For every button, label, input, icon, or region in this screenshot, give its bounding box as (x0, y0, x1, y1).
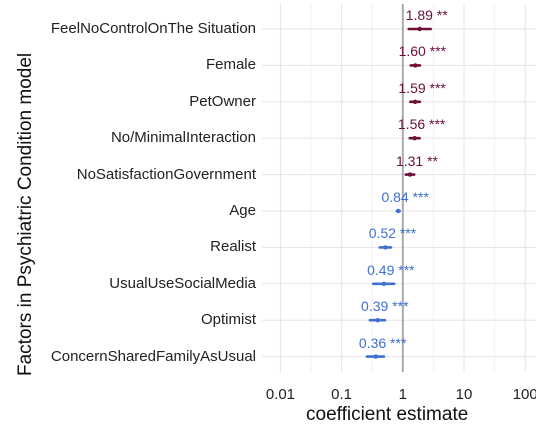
x-tick-label: 100 (512, 386, 536, 403)
estimate-point (417, 26, 422, 32)
x-axis-title: coefficient estimate (306, 404, 469, 425)
estimate-label: 0.39 *** (361, 298, 409, 315)
x-tick-label: 0.1 (331, 386, 353, 403)
factor-label: FeelNoControlOnThe Situation (50, 20, 256, 37)
estimate-point (407, 172, 413, 177)
factor-label: No/MinimalInteraction (110, 129, 256, 147)
estimate-label: 1.59 *** (398, 79, 446, 96)
estimate-point (413, 63, 418, 68)
estimate-point (395, 208, 401, 214)
factor-label: UsualUseSocialMedia (109, 274, 256, 292)
estimate-label: 0.84 *** (381, 189, 429, 205)
estimate-point (412, 99, 418, 105)
estimate-label: 0.36 *** (358, 334, 407, 351)
estimate-point (412, 136, 417, 141)
estimate-label: 1.56 *** (397, 116, 446, 133)
estimate-label: 0.52 *** (368, 225, 417, 242)
x-tick-label: 1 (398, 386, 407, 403)
factor-label: NoSatisfactionGovernment (76, 165, 256, 183)
factor-label: ConcernSharedFamilyAsUsual (50, 347, 256, 365)
estimate-label: 1.31 ** (395, 152, 439, 169)
estimate-point (381, 281, 387, 286)
estimate-label: 1.89 ** (405, 7, 448, 23)
factor-label: Realist (210, 238, 256, 256)
estimate-label: 0.49 *** (367, 261, 415, 278)
estimate-point (373, 354, 378, 359)
estimate-point (375, 318, 380, 323)
x-tick-label: 0.01 (265, 386, 296, 403)
y-axis-title: Factors in Psychiatric Condition model (15, 52, 36, 376)
factor-label: PetOwner (189, 92, 256, 110)
factor-label: Female (205, 56, 256, 74)
estimate-label: 1.60 *** (398, 43, 447, 60)
factor-label: Optimist (200, 311, 256, 329)
x-tick-label: 10 (455, 386, 473, 403)
estimate-point (383, 245, 388, 250)
factor-label: Age (229, 202, 256, 219)
